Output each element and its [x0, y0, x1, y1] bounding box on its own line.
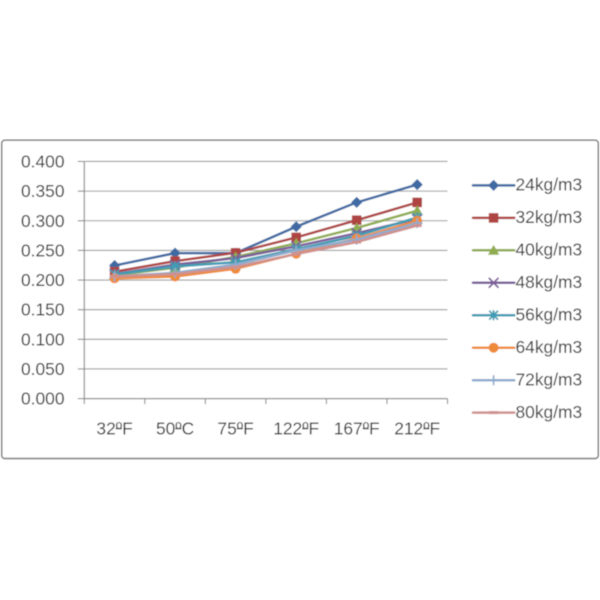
svg-text:0.400: 0.400 [21, 152, 65, 172]
svg-text:0.350: 0.350 [21, 181, 65, 201]
svg-text:0.200: 0.200 [21, 270, 65, 290]
svg-text:56kg/m3: 56kg/m3 [516, 305, 583, 325]
svg-text:32ºF: 32ºF [96, 419, 132, 439]
svg-text:0.300: 0.300 [21, 211, 65, 231]
svg-text:24kg/m3: 24kg/m3 [516, 175, 583, 195]
svg-text:0.250: 0.250 [21, 240, 65, 260]
svg-text:32kg/m3: 32kg/m3 [516, 207, 583, 227]
svg-text:122ºF: 122ºF [273, 419, 319, 439]
svg-text:40kg/m3: 40kg/m3 [516, 240, 583, 260]
svg-text:64kg/m3: 64kg/m3 [516, 337, 583, 357]
svg-text:0.100: 0.100 [21, 329, 65, 349]
svg-text:48kg/m3: 48kg/m3 [516, 272, 583, 292]
svg-text:167ºF: 167ºF [334, 419, 380, 439]
svg-text:72kg/m3: 72kg/m3 [516, 370, 583, 390]
svg-text:0.150: 0.150 [21, 300, 65, 320]
svg-text:80kg/m3: 80kg/m3 [516, 402, 583, 422]
svg-text:0.000: 0.000 [21, 389, 65, 409]
svg-text:212ºF: 212ºF [394, 419, 440, 439]
svg-text:50ºC: 50ºC [156, 419, 194, 439]
svg-text:75ºF: 75ºF [217, 419, 253, 439]
svg-text:0.050: 0.050 [21, 359, 65, 379]
